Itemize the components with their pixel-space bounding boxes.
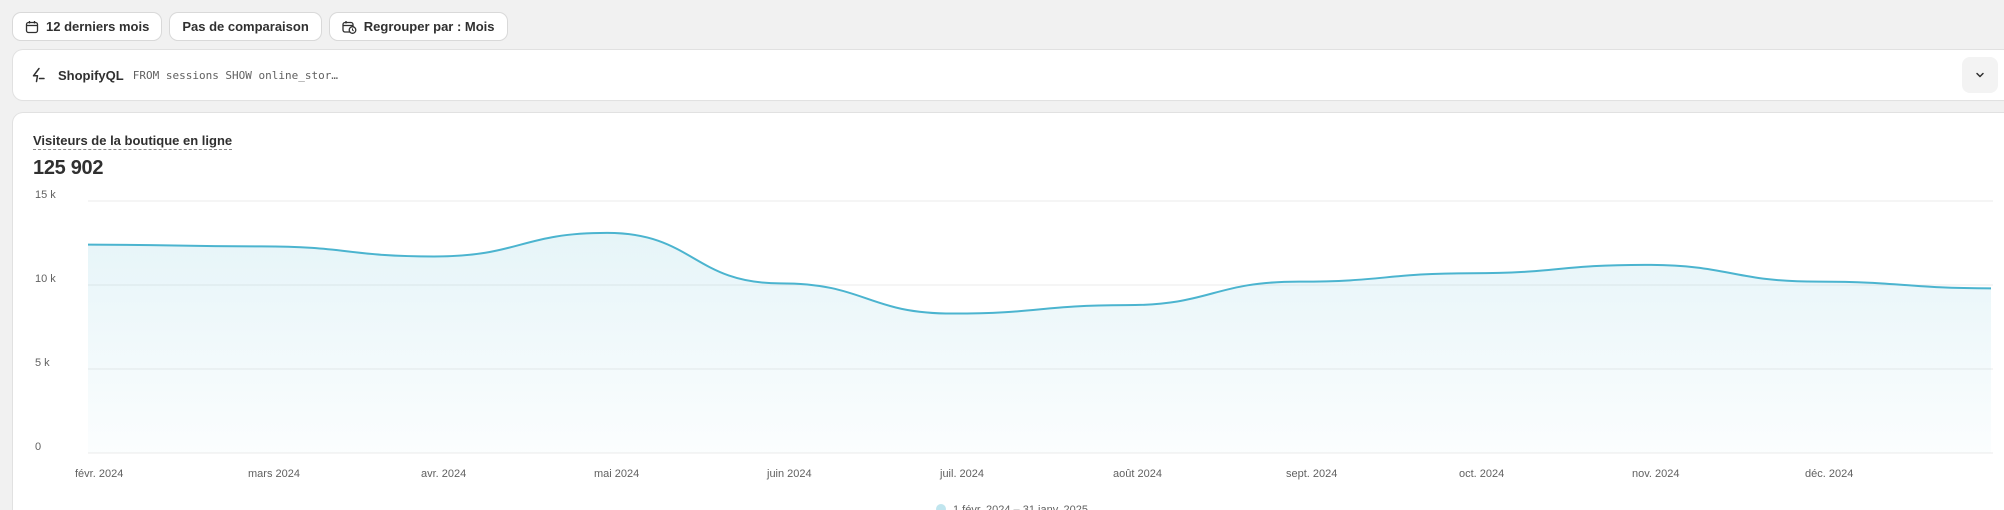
data-point[interactable] [258, 243, 264, 249]
data-point[interactable] [1642, 262, 1648, 268]
x-tick-label: juil. 2024 [939, 468, 984, 480]
y-tick-label: 15 k [35, 189, 56, 201]
y-tick-label: 10 k [35, 273, 56, 285]
lightning-icon [32, 67, 45, 83]
visitors-area-chart: 0 5 k 10 k 15 k févr. 2024 mars 2024 avr. 202… [35, 189, 1994, 510]
data-point[interactable] [1296, 279, 1302, 285]
shopifyql-label: ShopifyQL [58, 67, 124, 83]
legend-swatch [936, 504, 946, 510]
x-tick-label: mai 2024 [594, 468, 639, 480]
x-tick-label: déc. 2024 [1805, 468, 1853, 480]
x-tick-label: févr. 2024 [75, 468, 123, 480]
x-tick-label: sept. 2024 [1286, 468, 1337, 480]
x-tick-label: août 2024 [1113, 468, 1162, 480]
data-point[interactable] [1815, 279, 1821, 285]
comparison-button[interactable]: Pas de comparaison [170, 13, 321, 40]
legend-label[interactable]: 1 févr. 2024 – 31 janv. 2025 [953, 504, 1088, 510]
x-tick-label: nov. 2024 [1632, 468, 1680, 480]
data-point[interactable] [1123, 302, 1129, 308]
group-by-button[interactable]: Regrouper par : Mois [329, 13, 507, 40]
filter-bar: 12 derniers mois Pas de comparaison Regr… [13, 13, 507, 40]
metric-title[interactable]: Visiteurs de la boutique en ligne [33, 133, 233, 150]
series-area [88, 232, 1991, 453]
x-tick-label: avr. 2024 [421, 468, 466, 480]
expand-query-button[interactable] [1962, 57, 1998, 93]
data-point[interactable] [1988, 285, 1994, 291]
date-range-label: 12 derniers mois [46, 19, 150, 34]
data-point[interactable] [604, 230, 610, 236]
visitors-chart-card: Visiteurs de la boutique en ligne 125 90… [13, 113, 2004, 510]
x-tick-label: mars 2024 [248, 468, 300, 480]
series-line[interactable] [87, 231, 1992, 315]
date-range-button[interactable]: 12 derniers mois [13, 13, 162, 40]
calendar-icon [25, 20, 39, 33]
y-tick-label: 0 [35, 441, 41, 453]
calendar-clock-icon [342, 20, 357, 34]
y-tick-label: 5 k [35, 357, 50, 369]
group-by-label: Regrouper par : Mois [363, 19, 495, 34]
data-point[interactable] [950, 311, 956, 317]
comparison-label: Pas de comparaison [182, 19, 309, 34]
shopifyql-panel: ShopifyQL FROM sessions SHOW online_stor… [13, 50, 2004, 100]
x-tick-label: oct. 2024 [1459, 468, 1504, 480]
chevron-down-icon [1976, 72, 1984, 78]
data-point[interactable] [85, 242, 91, 248]
metric-value: 125 902 [33, 157, 104, 179]
x-tick-label: juin 2024 [766, 468, 812, 480]
data-point[interactable] [777, 280, 783, 286]
data-point[interactable] [431, 253, 437, 259]
shopifyql-query[interactable]: FROM sessions SHOW online_stor… [132, 68, 339, 82]
data-point[interactable] [1469, 270, 1475, 276]
